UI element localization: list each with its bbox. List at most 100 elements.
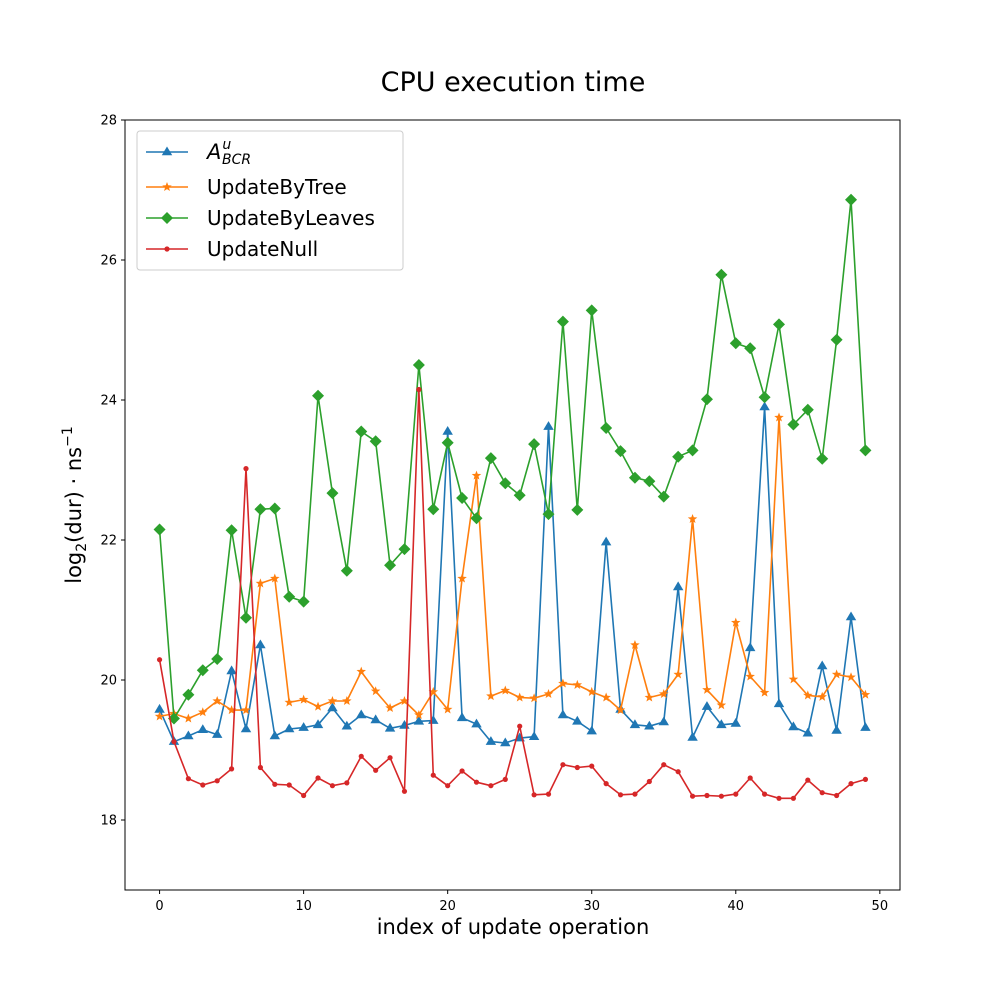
data-point (819, 790, 825, 796)
data-point (759, 687, 770, 697)
data-point (643, 475, 656, 488)
legend-marker (161, 212, 173, 224)
legend-label: UpdateNull (207, 237, 318, 261)
data-point (500, 685, 511, 695)
data-point (614, 445, 627, 458)
data-point (758, 391, 771, 404)
data-point (687, 514, 698, 524)
data-point (572, 679, 583, 689)
data-point (183, 713, 194, 723)
data-point (803, 690, 813, 700)
x-tick-label: 0 (155, 899, 163, 914)
data-point (225, 524, 238, 537)
data-point (344, 780, 350, 786)
data-point (603, 781, 609, 787)
series-3 (156, 386, 869, 801)
data-point (702, 684, 712, 694)
data-point (744, 642, 756, 652)
data-point (355, 425, 368, 438)
data-point (413, 715, 425, 725)
data-point (297, 595, 310, 608)
data-point (589, 763, 595, 769)
data-point (500, 737, 511, 747)
y-axis-label: log2(dur) · ns−1 (60, 426, 90, 584)
data-point (283, 723, 295, 733)
data-point (270, 573, 280, 583)
data-point (427, 503, 440, 516)
data-point (327, 696, 338, 706)
data-point (574, 764, 580, 771)
data-point (428, 686, 439, 696)
data-point (658, 716, 669, 726)
data-point (385, 703, 395, 713)
data-point (816, 660, 828, 670)
data-point (586, 725, 597, 735)
data-point (342, 696, 352, 706)
data-point (543, 689, 554, 699)
data-point (644, 720, 655, 730)
data-point (214, 778, 220, 784)
data-point (268, 502, 281, 515)
y-axis-label-exponent: −1 (60, 426, 76, 447)
data-point (298, 694, 309, 704)
data-point (312, 389, 325, 402)
x-tick-label: 20 (439, 899, 456, 914)
y-axis-label-main: (dur) · ns (62, 447, 86, 543)
data-point (672, 581, 684, 591)
data-point (156, 657, 163, 663)
data-point (445, 783, 451, 789)
data-point (675, 769, 681, 775)
data-point (243, 466, 249, 472)
axis-ticks: 0 10 20 30 40 50 18 20 22 24 26 28 (100, 114, 888, 915)
y-tick-label: 20 (100, 674, 117, 689)
data-point (329, 783, 336, 789)
series-line (159, 416, 867, 720)
data-point (414, 710, 424, 720)
data-point (805, 777, 811, 783)
data-point (801, 403, 814, 416)
data-point (154, 703, 165, 713)
data-point (412, 359, 425, 371)
data-point (182, 688, 195, 701)
data-point (733, 791, 739, 797)
data-point (774, 412, 784, 422)
data-point (661, 762, 667, 768)
data-point (488, 783, 494, 789)
data-point (200, 782, 206, 788)
data-point (529, 693, 539, 703)
data-point (240, 723, 252, 733)
data-point (687, 731, 698, 741)
data-point (632, 791, 638, 797)
data-point (528, 438, 541, 451)
data-point (545, 791, 552, 797)
data-point (442, 704, 453, 714)
data-point (557, 709, 569, 719)
data-point (401, 788, 408, 794)
legend-label: UpdateByLeaves (207, 206, 375, 230)
data-point (312, 719, 324, 729)
data-point (384, 559, 397, 572)
y-axis-label-base: 2 (74, 543, 90, 552)
data-point (196, 664, 209, 677)
data-point (657, 490, 670, 503)
data-point (457, 573, 467, 583)
x-tick-label: 30 (583, 899, 600, 914)
data-point (373, 767, 379, 773)
data-point (701, 701, 713, 710)
data-point (572, 715, 583, 725)
data-point (617, 792, 624, 798)
data-point (831, 724, 842, 734)
data-point (859, 444, 872, 457)
data-point (542, 508, 555, 521)
data-point (211, 729, 223, 738)
data-point (257, 764, 264, 771)
x-tick-label: 40 (728, 899, 745, 914)
data-point (484, 452, 497, 465)
data-point (689, 793, 696, 799)
data-point (745, 671, 755, 681)
y-tick-label: 18 (100, 814, 117, 829)
data-point (502, 776, 508, 783)
data-point (788, 674, 799, 684)
data-point (284, 697, 294, 707)
data-point (183, 730, 194, 740)
